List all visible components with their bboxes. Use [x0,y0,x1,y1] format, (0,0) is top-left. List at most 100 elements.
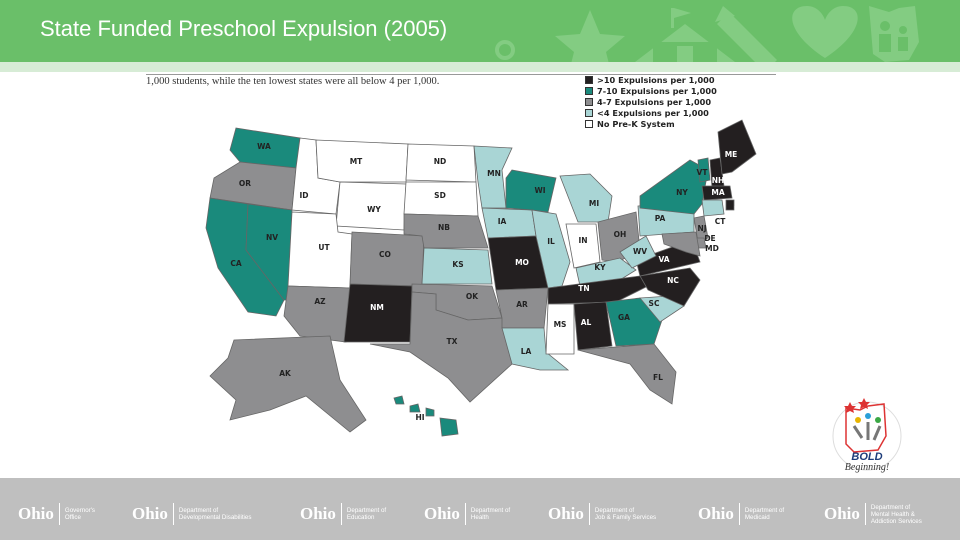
map-intro-text: 1,000 students, while the ten lowest sta… [146,76,440,87]
chart-top-rule [146,74,776,75]
state-wv [619,235,657,269]
map-legend: >10 Expulsions per 1,000 7-10 Expulsions… [585,74,717,129]
pencil-icon [715,6,777,62]
state-label-mi: MI [589,199,599,208]
agency-medicaid: Ohio Department of Medicaid [698,500,784,528]
ohio-wordmark: Ohio [698,504,734,523]
state-ia [481,207,537,239]
state-in [565,223,601,269]
bold-beginning-logo: BOLD Beginning! [832,398,902,473]
state-label-pa: PA [655,214,666,223]
ohio-wordmark: Ohio [548,504,584,523]
state-label-sd: SD [434,191,446,200]
agency-health: Ohio Department of Health [424,500,510,528]
state-co [349,231,425,287]
legend-item: No Pre-K System [585,118,717,129]
state-nm [343,283,413,343]
agency-mental-health: Ohio Department of Mental Health & Addic… [824,500,922,528]
schoolhouse-icon [635,8,735,62]
state-label-oh: OH [614,230,627,239]
legend-label: >10 Expulsions per 1,000 [597,74,715,85]
state-label-wi: WI [534,186,545,195]
us-map: WA OR CA NV ID MT WY UT AZ CO NM ND SD NB KS OK TX MN IA MO… [205,119,757,437]
legend-label: 7-10 Expulsions per 1,000 [597,85,717,96]
state-label-al: AL [581,318,592,327]
state-label-co: CO [379,250,391,259]
state-ma [701,185,733,201]
state-label-az: AZ [314,297,326,306]
state-la [501,327,570,371]
state-label-ct: CT [715,217,727,226]
heart-icon [792,6,858,58]
header-underline [0,62,960,72]
state-al [573,301,613,351]
legend-swatch-4 [585,119,593,128]
state-label-tn: TN [578,284,589,293]
agency-name: Department of Education [346,507,387,521]
divider [172,503,174,525]
state-label-ms: MS [554,320,567,329]
state-label-ga: GA [618,313,630,322]
state-label-ky: KY [594,263,606,272]
legend-label: 4-7 Expulsions per 1,000 [597,96,712,107]
state-label-nd: ND [434,157,447,166]
state-label-ri: RI [734,205,743,214]
state-label-mn: MN [487,169,501,178]
state-mi [559,173,613,223]
header-bar: State Funded Preschool Expulsion (2005) [0,0,960,62]
header-icon-strip [495,6,919,62]
legend-item: <4 Expulsions per 1,000 [585,107,717,118]
agency-developmental-disabilities: Ohio Department of Developmental Disabil… [132,500,251,528]
agency-education: Ohio Department of Education [300,500,386,528]
state-label-mo: MO [515,258,529,267]
ohio-wordmark: Ohio [132,504,168,523]
footer-bar [0,478,960,540]
agency-job-family-services: Ohio Department of Job & Family Services [548,500,656,528]
divider [340,503,342,525]
legend-swatch-0 [585,75,593,84]
agency-name: Department of Developmental Disabilities [178,507,252,521]
state-label-or: OR [239,179,251,188]
state-label-nb: NB [438,223,450,232]
state-vt [697,157,711,183]
state-label-nv: NV [266,233,278,242]
state-label-ak: AK [279,369,292,378]
ohio-wordmark: Ohio [18,504,54,523]
state-label-ny: NY [676,188,688,197]
state-label-ma: MA [711,188,724,197]
divider [864,503,866,525]
state-label-ia: IA [498,217,507,226]
state-ri [725,199,735,211]
agency-name: Department of Medicaid [744,507,785,521]
state-label-fl: FL [653,373,663,382]
bold-logo-line2: Beginning! [845,462,889,473]
state-me [717,119,757,175]
state-label-nh: NH [712,176,725,185]
state-fl [577,343,677,405]
state-label-ks: KS [452,260,463,269]
state-label-va: VA [658,255,669,264]
agency-name: Department of Mental Health & Addiction … [870,503,922,525]
legend-swatch-2 [585,97,593,106]
state-or [209,161,297,211]
state-label-nc: NC [667,276,679,285]
agency-name: Department of Job & Family Services [594,507,657,521]
legend-swatch-3 [585,108,593,117]
legend-swatch-1 [585,86,593,95]
divider [738,503,740,525]
state-mt [315,139,409,183]
state-ga [605,297,663,347]
state-label-de: DE [704,234,715,243]
state-label-ut: UT [318,243,330,252]
agency-name: Department of Health [470,507,511,521]
state-ny [639,159,709,215]
state-hi [393,395,459,437]
state-label-wv: WV [633,247,647,256]
state-az [283,285,351,343]
star-icon [495,10,625,62]
state-label-md: MD [705,244,719,253]
state-label-ar: AR [516,300,528,309]
divider [464,503,466,525]
state-label-mt: MT [350,157,363,166]
state-md [661,231,701,257]
